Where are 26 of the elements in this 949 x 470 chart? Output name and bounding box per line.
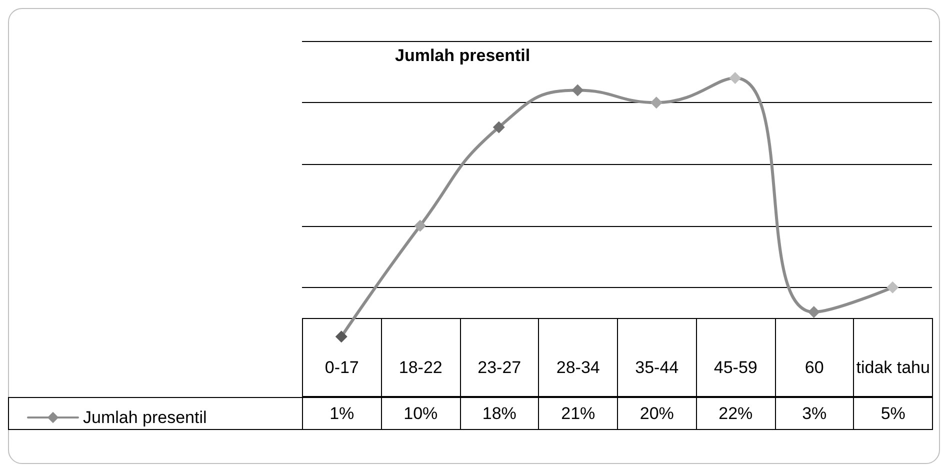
data-label: 1% [302, 397, 382, 430]
x-tick-label: 35-44 [617, 318, 697, 397]
data-label: 21% [538, 397, 618, 430]
point [729, 72, 742, 84]
point [414, 220, 426, 232]
point [572, 84, 584, 96]
data-label: 22% [696, 397, 776, 430]
data-label: 5% [853, 397, 933, 430]
x-tick-label: tidak tahu [853, 318, 933, 397]
data-label: 20% [617, 397, 697, 430]
point [492, 121, 505, 134]
x-tick-label: 60 [774, 318, 854, 397]
x-tick-label: 0-17 [302, 318, 382, 397]
point [808, 306, 820, 318]
data-label: 3% [774, 397, 854, 430]
x-tick-label: 45-59 [696, 318, 776, 397]
x-tick-label: 18-22 [380, 318, 460, 397]
point [886, 281, 899, 294]
point [650, 96, 662, 109]
legend-label: Jumlah presentil [83, 408, 207, 427]
chart-title: Jumlah presentil [395, 46, 530, 65]
x-tick-label: 28-34 [538, 318, 618, 397]
point [335, 330, 348, 343]
data-label: 18% [460, 397, 540, 430]
data-label: 10% [380, 397, 460, 430]
x-tick-label: 23-27 [460, 318, 540, 397]
